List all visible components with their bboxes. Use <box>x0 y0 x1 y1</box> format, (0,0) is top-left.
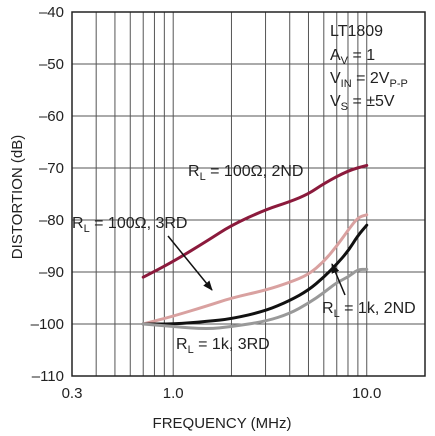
y-tick-label: –50 <box>39 56 64 73</box>
series-lines <box>141 163 369 331</box>
series-line-100ohm-3rd <box>141 213 369 326</box>
series-line-100ohm-2nd <box>141 163 369 279</box>
conditions-block: LT1809 AV = 1 VIN = 2VP-P VS = ±5V <box>330 23 408 113</box>
label-arrows <box>167 235 346 296</box>
x-tick-label: 1.0 <box>163 385 184 402</box>
vin-condition-text: VIN = 2VP-P <box>330 70 408 90</box>
series-label-100ohm-3rd: RL = 100Ω, 3RD <box>72 215 187 235</box>
arrow-1k-2nd <box>331 263 346 296</box>
gain-condition-text: AV = 1 <box>330 47 375 67</box>
grid-lines <box>72 12 425 376</box>
series-label-100ohm-2nd: RL = 100Ω, 2ND <box>188 163 303 183</box>
y-tick-label: –90 <box>39 264 64 281</box>
part-number-text: LT1809 <box>330 23 383 40</box>
series-line-1k-2nd <box>141 223 369 326</box>
x-tick-label: 0.3 <box>62 385 83 402</box>
series-label-1k-2nd: RL = 1k, 2ND <box>322 300 416 320</box>
y-tick-label: –100 <box>31 316 64 333</box>
series-line-1k-3rd <box>141 267 369 331</box>
y-tick-label: –110 <box>32 368 64 385</box>
arrow-100ohm-3rd <box>167 235 213 291</box>
vs-condition-text: VS = ±5V <box>330 93 395 113</box>
y-tick-label: –60 <box>39 108 64 125</box>
series-label-1k-3rd: RL = 1k, 3RD <box>176 336 270 356</box>
series-annotations: RL = 100Ω, 2ND RL = 100Ω, 3RD RL = 1k, 2… <box>72 163 416 356</box>
y-tick-label: –80 <box>39 212 64 229</box>
x-tick-label: 10.0 <box>352 385 381 402</box>
y-axis-label: DISTORTION (dB) <box>9 135 26 259</box>
y-tick-label: –70 <box>39 160 64 177</box>
x-axis-label: FREQUENCY (MHz) <box>153 415 292 432</box>
y-tick-label: –40 <box>39 4 64 21</box>
plot-frame <box>71 11 426 377</box>
